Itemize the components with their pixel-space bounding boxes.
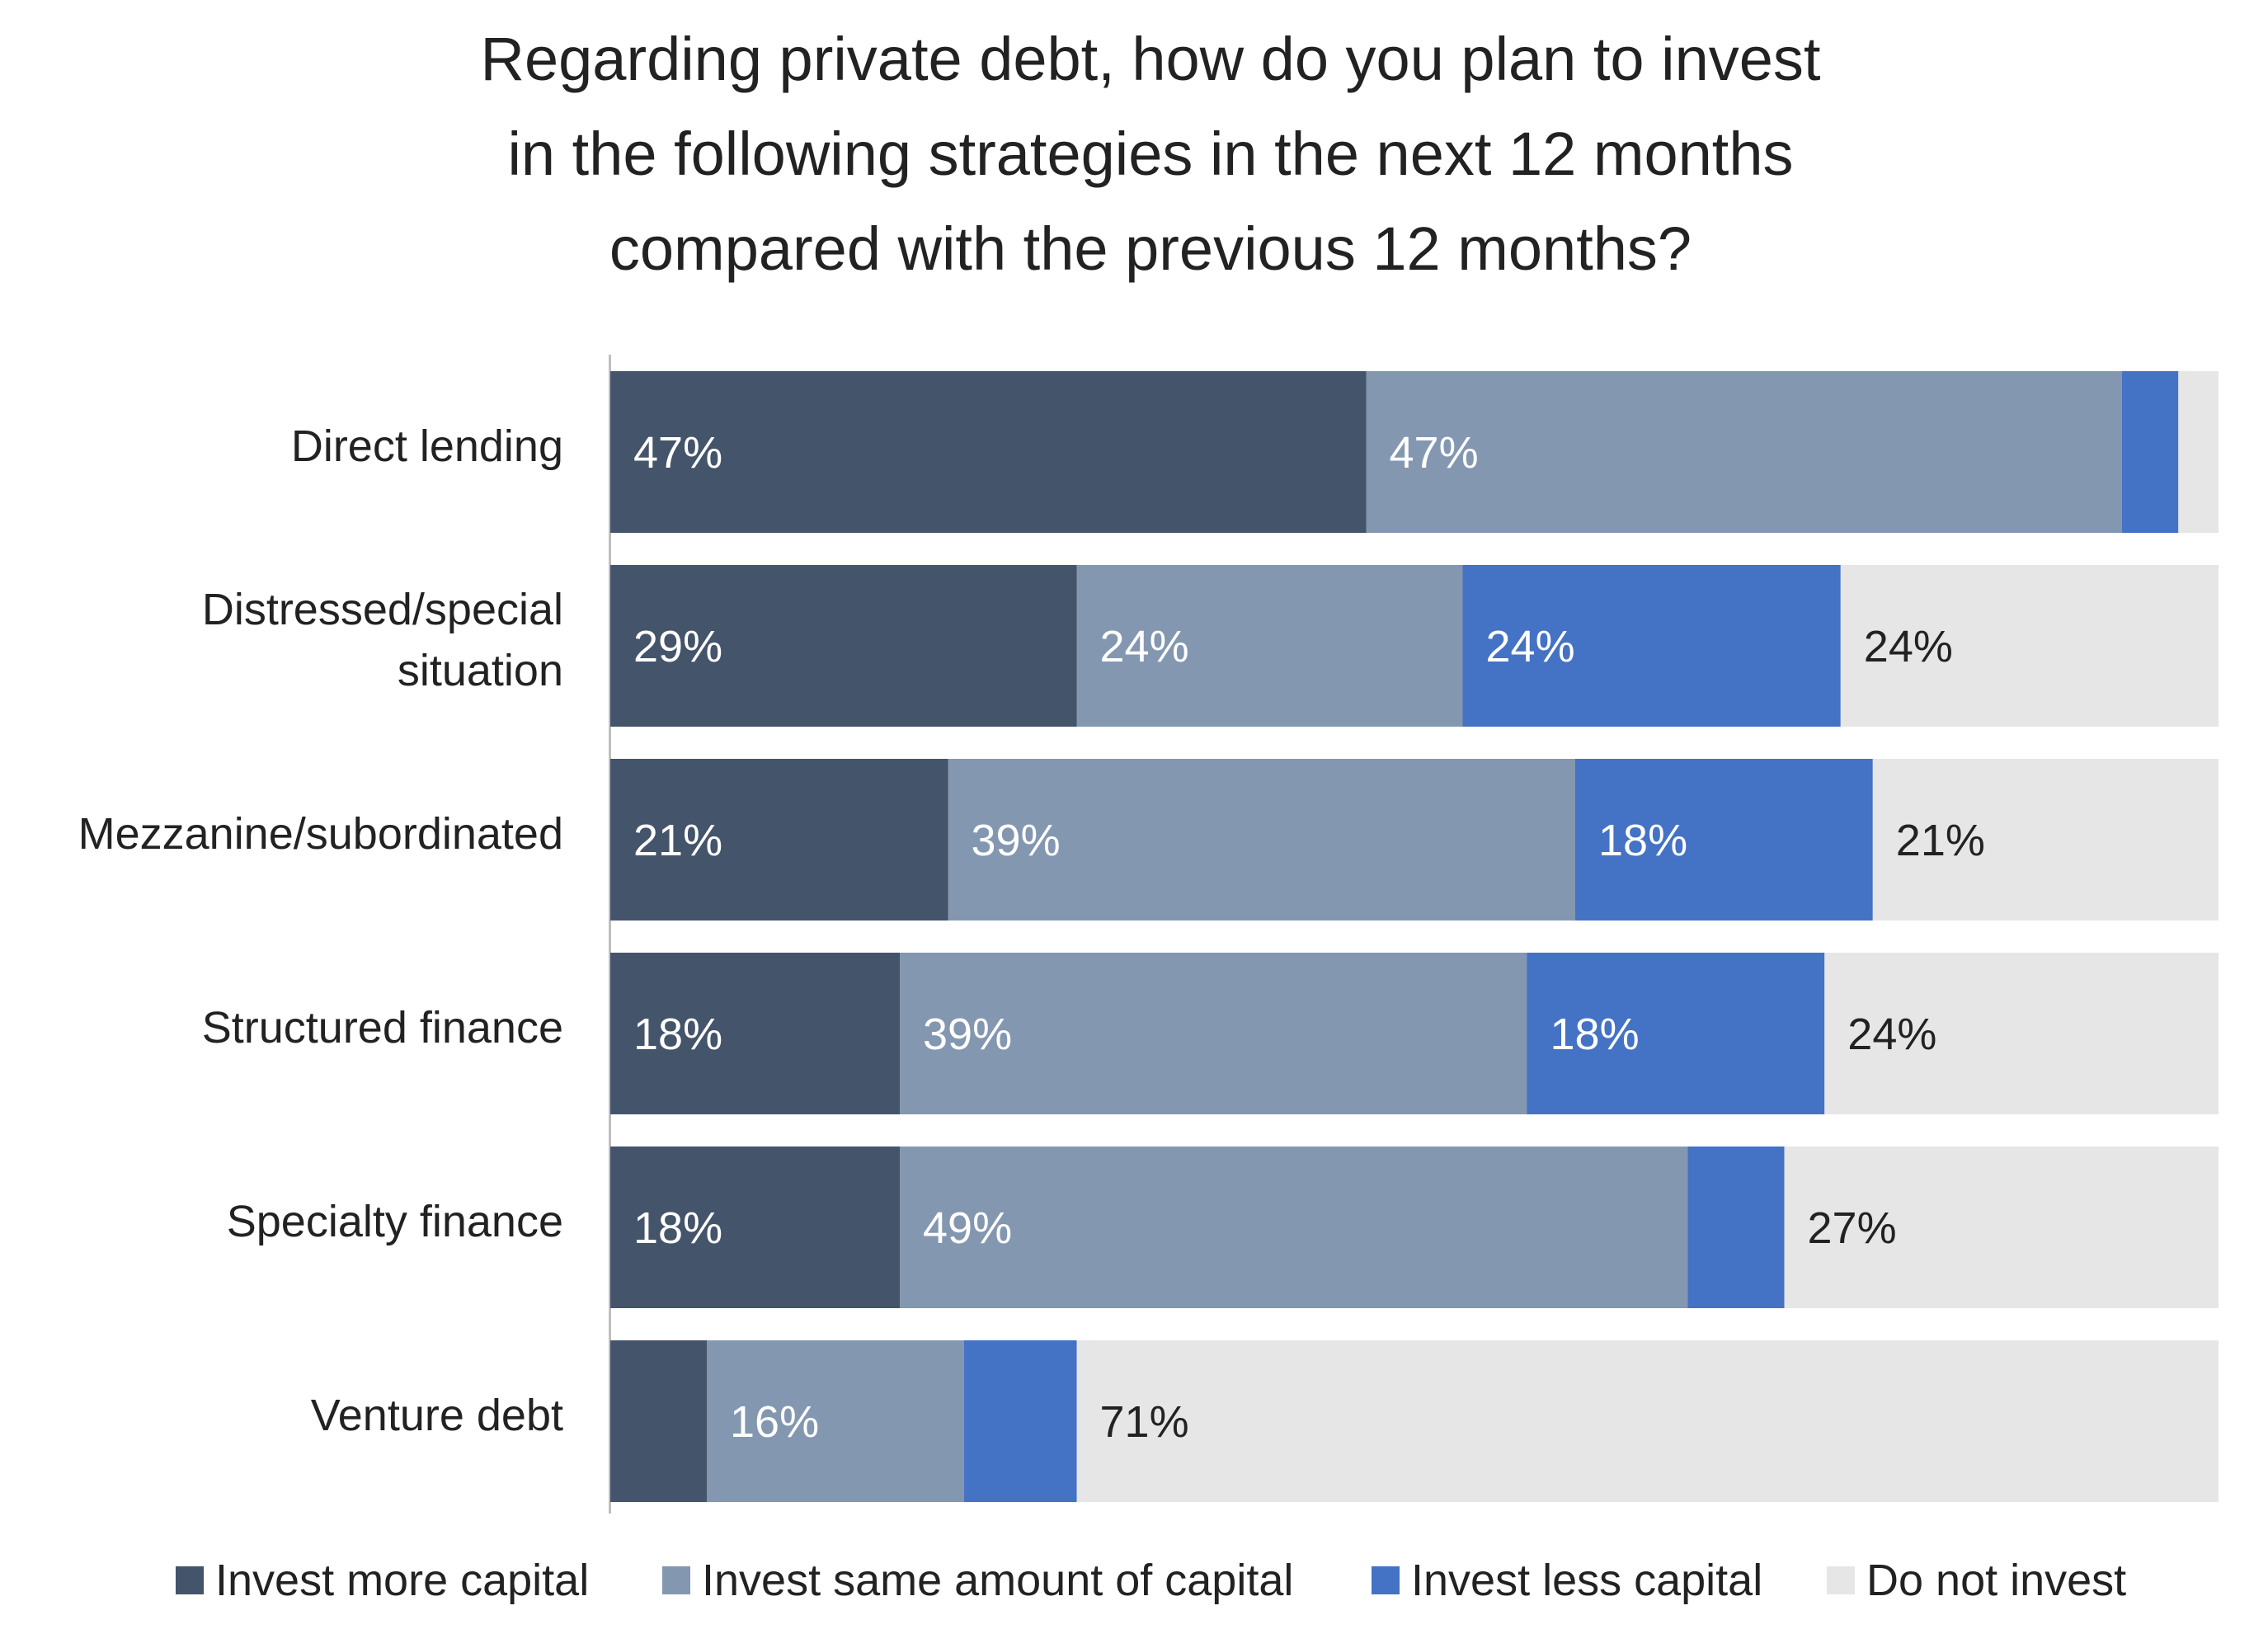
bar-segment [1076, 565, 1463, 727]
chart-title-line: Regarding private debt, how do you plan … [481, 25, 1821, 93]
bar-segment [610, 565, 1077, 727]
bar-segment [964, 1340, 1077, 1502]
category-label: Venture debt [311, 1391, 563, 1440]
category-label: Distressed/special [202, 585, 563, 634]
category-label: situation [398, 646, 563, 695]
legend-label: Invest more capital [215, 1556, 589, 1605]
bar-segment [1527, 953, 1825, 1114]
bar-segment [1687, 1147, 1785, 1308]
bar-segment [610, 1147, 900, 1308]
bar-segment [610, 953, 900, 1114]
bar-segment [1872, 759, 2219, 921]
data-label: 21% [1896, 816, 1985, 865]
category-labels: Direct lending Distressed/special situatio… [78, 421, 563, 1440]
bar-segment [1366, 371, 2122, 533]
data-label: 18% [1598, 816, 1687, 865]
bar-segment [948, 759, 1575, 921]
bar-segment [900, 1147, 1688, 1308]
data-label: 47% [1390, 428, 1479, 478]
bar-segment [1784, 1147, 2219, 1308]
legend-swatch [662, 1566, 690, 1594]
category-label: Direct lending [291, 421, 563, 471]
data-label: 27% [1808, 1203, 1897, 1253]
data-label: 24% [1100, 622, 1189, 671]
data-label: 29% [633, 622, 722, 671]
data-label: 71% [1100, 1397, 1189, 1447]
legend-swatch [176, 1566, 204, 1594]
plot-area: 47% 47% 29% 24% 24% 24% 21% 39% 18% 21% 18% 39% 18% 2… [610, 371, 2219, 1502]
data-label: 49% [923, 1203, 1012, 1253]
data-label: 47% [633, 428, 722, 478]
legend-swatch [1372, 1566, 1400, 1594]
bar-segment [610, 371, 1367, 533]
chart-title-line: in the following strategies in the next … [507, 120, 1793, 188]
data-label: 39% [972, 816, 1061, 865]
category-label: Structured finance [202, 1003, 563, 1052]
category-label: Specialty finance [227, 1197, 563, 1246]
bar-segment [610, 759, 948, 921]
legend-label: Invest less capital [1411, 1556, 1762, 1605]
bar-segment [1575, 759, 1873, 921]
bar-segment [2178, 371, 2219, 533]
legend-label: Do not invest [1866, 1556, 2126, 1605]
data-label: 24% [1486, 622, 1575, 671]
data-label: 18% [633, 1203, 722, 1253]
bar-segment [1076, 1340, 2219, 1502]
legend-label: Invest same amount of capital [702, 1556, 1293, 1605]
data-label: 18% [1550, 1010, 1640, 1059]
data-label: 24% [1847, 1010, 1936, 1059]
legend: Invest more capital Invest same amount of… [176, 1556, 2126, 1605]
data-label: 16% [730, 1397, 819, 1447]
category-label: Mezzanine/subordinated [78, 809, 563, 859]
data-label: 24% [1864, 622, 1953, 671]
bar-segment [1462, 565, 1841, 727]
legend-swatch [1827, 1566, 1855, 1594]
bar-segment [900, 953, 1527, 1114]
data-label: 21% [633, 816, 722, 865]
data-label: 18% [633, 1010, 722, 1059]
bar-segment [707, 1340, 964, 1502]
chart-title-line: compared with the previous 12 months? [609, 214, 1692, 283]
data-label: 39% [923, 1010, 1012, 1059]
bar-segment [1840, 565, 2219, 727]
bar-segment [610, 1340, 707, 1502]
bar-segment [2122, 371, 2179, 533]
bar-segment [1824, 953, 2219, 1114]
chart-title: Regarding private debt, how do you plan … [481, 25, 1821, 283]
